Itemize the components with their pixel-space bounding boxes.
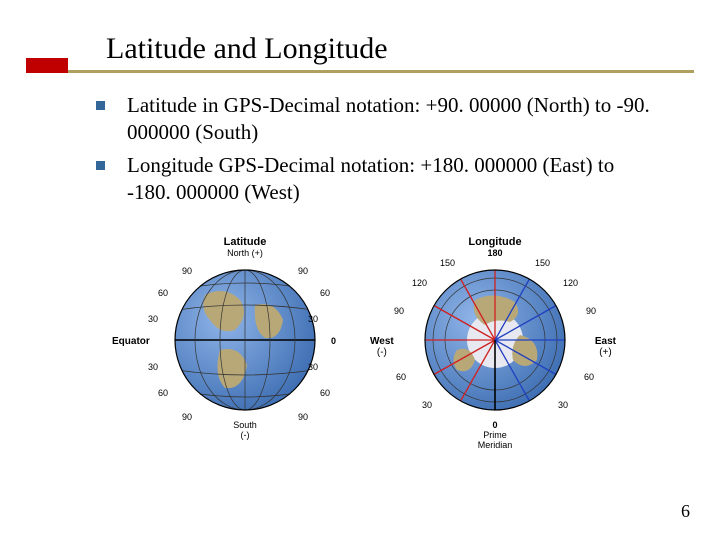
tick-label: 60 xyxy=(396,372,406,382)
east-label: East (+) xyxy=(595,336,616,358)
longitude-title: Longitude xyxy=(380,236,610,248)
bullet-square-icon xyxy=(96,101,105,110)
tick-label: 60 xyxy=(320,388,330,398)
tick-label: 30 xyxy=(148,362,158,372)
equator-label: Equator xyxy=(112,336,150,347)
north-label: North (+) xyxy=(130,248,360,258)
tick-label: 90 xyxy=(586,306,596,316)
tick-label: 150 xyxy=(440,258,455,268)
bottom-0-label: 0 xyxy=(380,420,610,430)
tick-label: 150 xyxy=(535,258,550,268)
tick-label: 30 xyxy=(558,400,568,410)
list-item: Longitude GPS-Decimal notation: +180. 00… xyxy=(96,152,656,206)
diagram-area: Latitude North (+) xyxy=(130,236,610,466)
tick-label: 60 xyxy=(158,288,168,298)
tick-label: 90 xyxy=(182,412,192,422)
tick-label: 30 xyxy=(148,314,158,324)
title-accent xyxy=(26,58,68,73)
list-item: Latitude in GPS-Decimal notation: +90. 0… xyxy=(96,92,656,146)
tick-label: 90 xyxy=(394,306,404,316)
tick-label: 90 xyxy=(298,412,308,422)
tick-label: 90 xyxy=(298,266,308,276)
tick-label: 30 xyxy=(308,362,318,372)
tick-label: 30 xyxy=(422,400,432,410)
bullet-text: Latitude in GPS-Decimal notation: +90. 0… xyxy=(127,92,656,146)
tick-label: 60 xyxy=(320,288,330,298)
bullet-square-icon xyxy=(96,161,105,170)
tick-label: 60 xyxy=(584,372,594,382)
west-label: West (-) xyxy=(370,336,394,358)
tick-label: 120 xyxy=(412,278,427,288)
latitude-globe-icon xyxy=(165,260,325,420)
tick-label: 60 xyxy=(158,388,168,398)
longitude-globe-icon xyxy=(415,260,575,420)
latitude-title: Latitude xyxy=(130,236,360,248)
equator-value: 0 xyxy=(331,336,336,346)
bullet-list: Latitude in GPS-Decimal notation: +90. 0… xyxy=(96,92,656,212)
page-number: 6 xyxy=(681,501,690,522)
latitude-panel: Latitude North (+) xyxy=(130,236,360,466)
tick-label: 120 xyxy=(563,278,578,288)
bullet-text: Longitude GPS-Decimal notation: +180. 00… xyxy=(127,152,656,206)
tick-label: 30 xyxy=(308,314,318,324)
longitude-panel: Longitude 180 xyxy=(380,236,610,466)
prime-meridian-label: Prime Meridian xyxy=(380,430,610,450)
south-label: South (-) xyxy=(130,420,360,440)
top-180-label: 180 xyxy=(380,248,610,258)
tick-label: 90 xyxy=(182,266,192,276)
slide-title: Latitude and Longitude xyxy=(106,32,388,66)
title-underline xyxy=(26,70,694,73)
